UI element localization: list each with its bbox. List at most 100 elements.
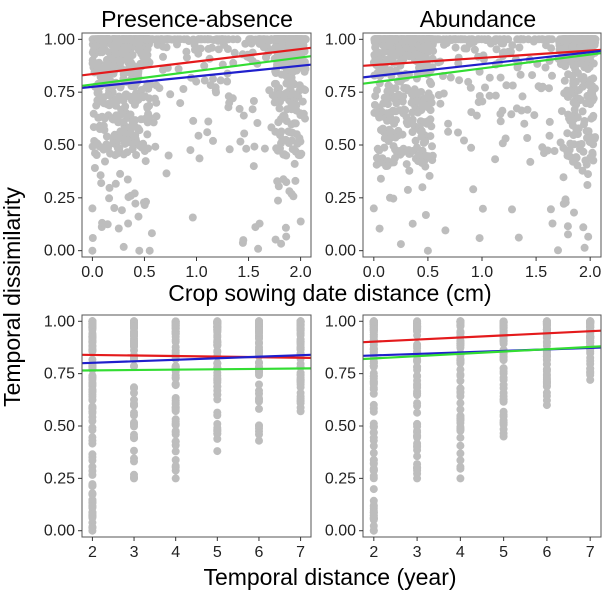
scatter-point [454,59,463,68]
scatter-point [554,246,562,255]
scatter-point [396,46,405,55]
scatter-points [88,317,305,535]
scatter-point [209,74,217,83]
scatter-point [88,386,97,394]
scatter-point [414,151,423,159]
scatter-point [426,115,435,124]
scatter-point [369,400,378,409]
scatter-point [375,224,384,233]
scatter-point [423,246,432,255]
scatter-point [132,151,141,159]
scatter-point [130,457,138,466]
x-tick-label: 7 [586,544,595,561]
scatter-point [586,153,595,162]
scatter-point [88,482,97,491]
scatter-point [171,441,180,450]
scatter-point [121,90,130,99]
scatter-point [499,35,508,44]
x-tick-label: 7 [296,544,305,561]
fit-line-1 [363,49,601,79]
scatter-point [466,83,475,92]
scatter-point [130,82,139,91]
scatter-point [109,61,118,70]
x-tick-label: 6 [255,544,264,561]
scatter-point [284,35,293,44]
scatter-point [372,153,381,162]
scatter-point [586,375,595,384]
scatter-point [290,159,299,168]
scatter-point [369,372,378,381]
scatter-point [134,212,143,221]
scatter-point [436,99,445,108]
scatter-point [277,127,286,136]
scatter-points [369,317,595,535]
scatter-point [573,113,582,122]
scatter-point [204,44,213,53]
scatter-point [427,98,436,107]
scatter-point [496,110,505,118]
scatter-point [401,106,410,115]
scatter-point [418,43,426,52]
scatter-point [416,117,425,126]
scatter-point [529,37,538,46]
fit-line-0 [82,46,311,77]
scatter-point [499,389,508,397]
scatter-point [277,70,286,79]
scatter-point [182,47,191,56]
scatter-point [130,322,138,331]
scatter-point [371,42,380,51]
scatter-point [491,155,500,164]
scatter-point [111,179,120,188]
scatter-point [401,35,410,44]
scatter-point [369,362,378,371]
scatter-point [110,204,119,212]
panel-abundance-temporal: 0.00 0.25 0.50 0.75 1.00 2 3 4 5 6 7 [325,313,602,561]
scatter-point [492,45,501,54]
scatter-point [233,35,242,44]
x-tick-label: 6 [542,544,551,561]
scatter-point [130,116,139,125]
scatter-point [399,54,408,63]
scatter-point [499,339,508,348]
y-tick-label: 0.75 [325,366,356,383]
scatter-point [586,353,595,362]
scatter-point [427,80,436,88]
scatter-point [516,70,525,79]
scatter-point [151,142,160,151]
scatter-point [374,48,383,57]
scatter-point [573,161,582,170]
scatter-point [242,144,251,153]
scatter-point [96,171,105,180]
scatter-point [560,44,569,53]
scatter-point [296,317,305,326]
scatter-point [171,456,180,464]
scatter-point [143,130,152,139]
scatter-point [256,35,265,44]
scatter-point [475,234,484,243]
scatter-point [171,474,180,483]
scatter-point [171,362,180,371]
scatter-point [213,363,222,372]
scatter-point [211,83,220,92]
scatter-point [149,118,158,127]
scatter-point [130,446,138,455]
scatter-point [130,339,138,348]
scatter-point [508,205,516,214]
scatter-point [296,407,305,416]
scatter-point [587,35,596,44]
scatter-point [581,35,589,44]
scatter-point [171,379,180,388]
scatter-point [293,50,302,59]
scatter-point [95,121,104,130]
scatter-point [469,185,478,194]
scatter-point [299,35,308,44]
scatter-point [370,101,379,109]
scatter-point [255,325,263,334]
scatter-point [200,76,209,85]
scatter-point [88,142,97,151]
scatter-point [426,106,435,115]
scatter-point [444,127,453,136]
scatter-point [274,35,283,44]
scatter-point [372,160,381,169]
scatter-point [408,219,417,228]
